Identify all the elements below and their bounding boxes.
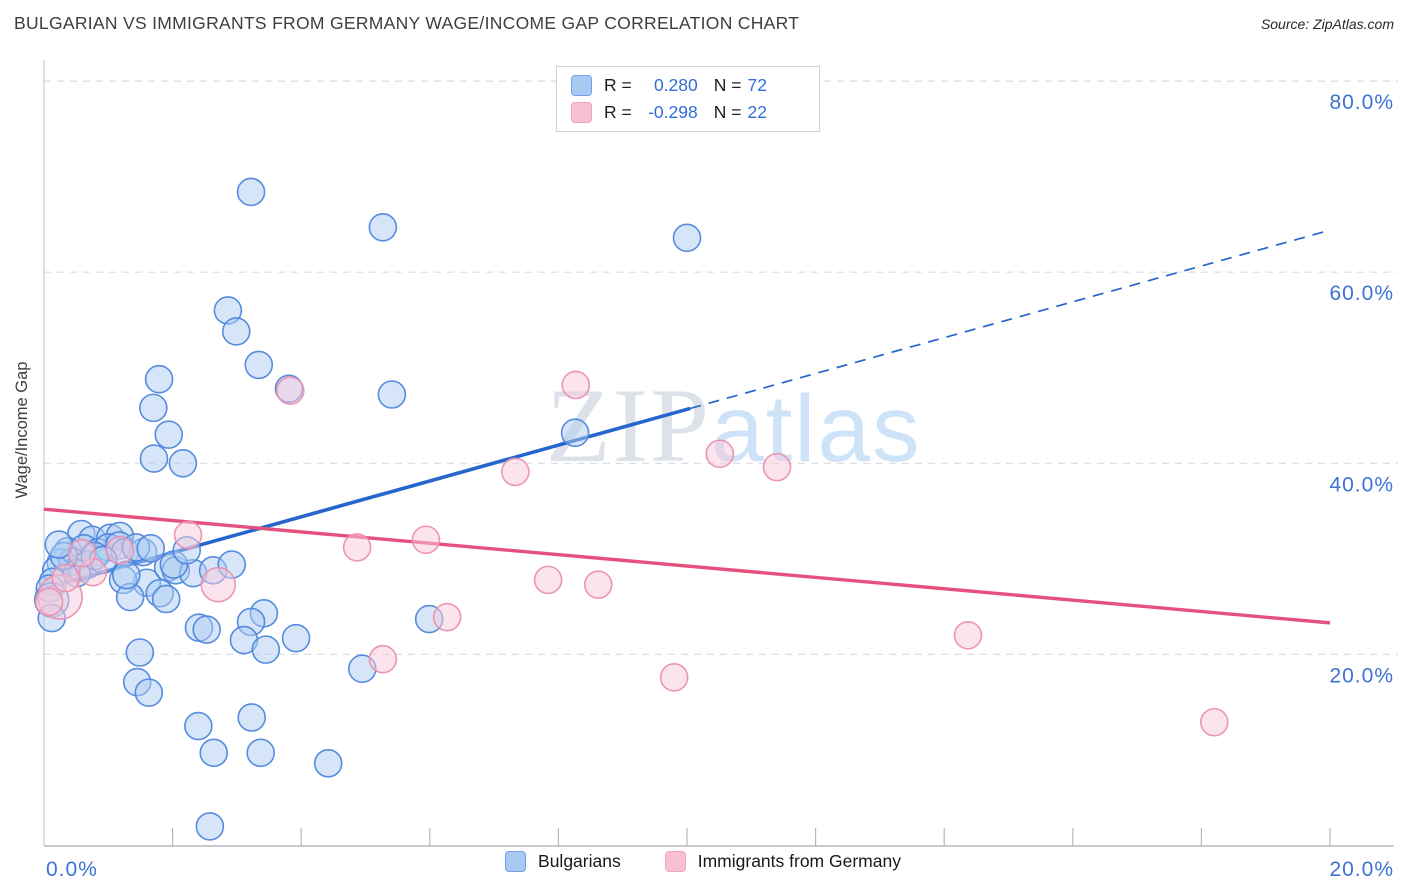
- page-title: BULGARIAN VS IMMIGRANTS FROM GERMANY WAG…: [14, 13, 800, 33]
- r-value-bulgarians: 0.280: [653, 75, 698, 95]
- svg-text:Wage/Income Gap: Wage/Income Gap: [13, 362, 31, 499]
- correlation-stats-legend: R = 0.280 N = 72 R = -0.298 N = 22: [556, 66, 820, 132]
- n-value-germany: 22: [747, 102, 767, 122]
- legend-label-bulgarians: Bulgarians: [538, 851, 621, 871]
- legend-item-bulgarians: Bulgarians: [505, 851, 621, 872]
- r-label: R =: [604, 75, 632, 95]
- r-label: R =: [604, 102, 632, 122]
- svg-text:20.0%: 20.0%: [1329, 858, 1394, 881]
- svg-text:0.0%: 0.0%: [46, 858, 98, 881]
- bulgarians-swatch: [571, 75, 592, 96]
- stats-row-germany: R = -0.298 N = 22: [571, 102, 819, 123]
- legend-item-germany: Immigrants from Germany: [664, 851, 901, 872]
- svg-text:ZIPatlas: ZIPatlas: [546, 367, 922, 484]
- svg-text:60.0%: 60.0%: [1329, 282, 1394, 305]
- n-label: N =: [713, 102, 742, 122]
- legend-label-germany: Immigrants from Germany: [697, 851, 901, 871]
- svg-text:80.0%: 80.0%: [1329, 91, 1394, 114]
- germany-swatch: [571, 102, 592, 123]
- series-legend: Bulgarians Immigrants from Germany: [0, 851, 1406, 872]
- svg-text:40.0%: 40.0%: [1329, 473, 1394, 496]
- r-value-germany: -0.298: [648, 102, 698, 122]
- n-value-bulgarians: 72: [747, 75, 767, 95]
- svg-text:20.0%: 20.0%: [1329, 664, 1394, 687]
- n-label: N =: [713, 75, 742, 95]
- germany-swatch: [664, 851, 686, 872]
- stats-row-bulgarians: R = 0.280 N = 72: [571, 75, 819, 96]
- bulgarians-swatch: [505, 851, 527, 872]
- source-attribution: Source: ZipAtlas.com: [1260, 16, 1394, 32]
